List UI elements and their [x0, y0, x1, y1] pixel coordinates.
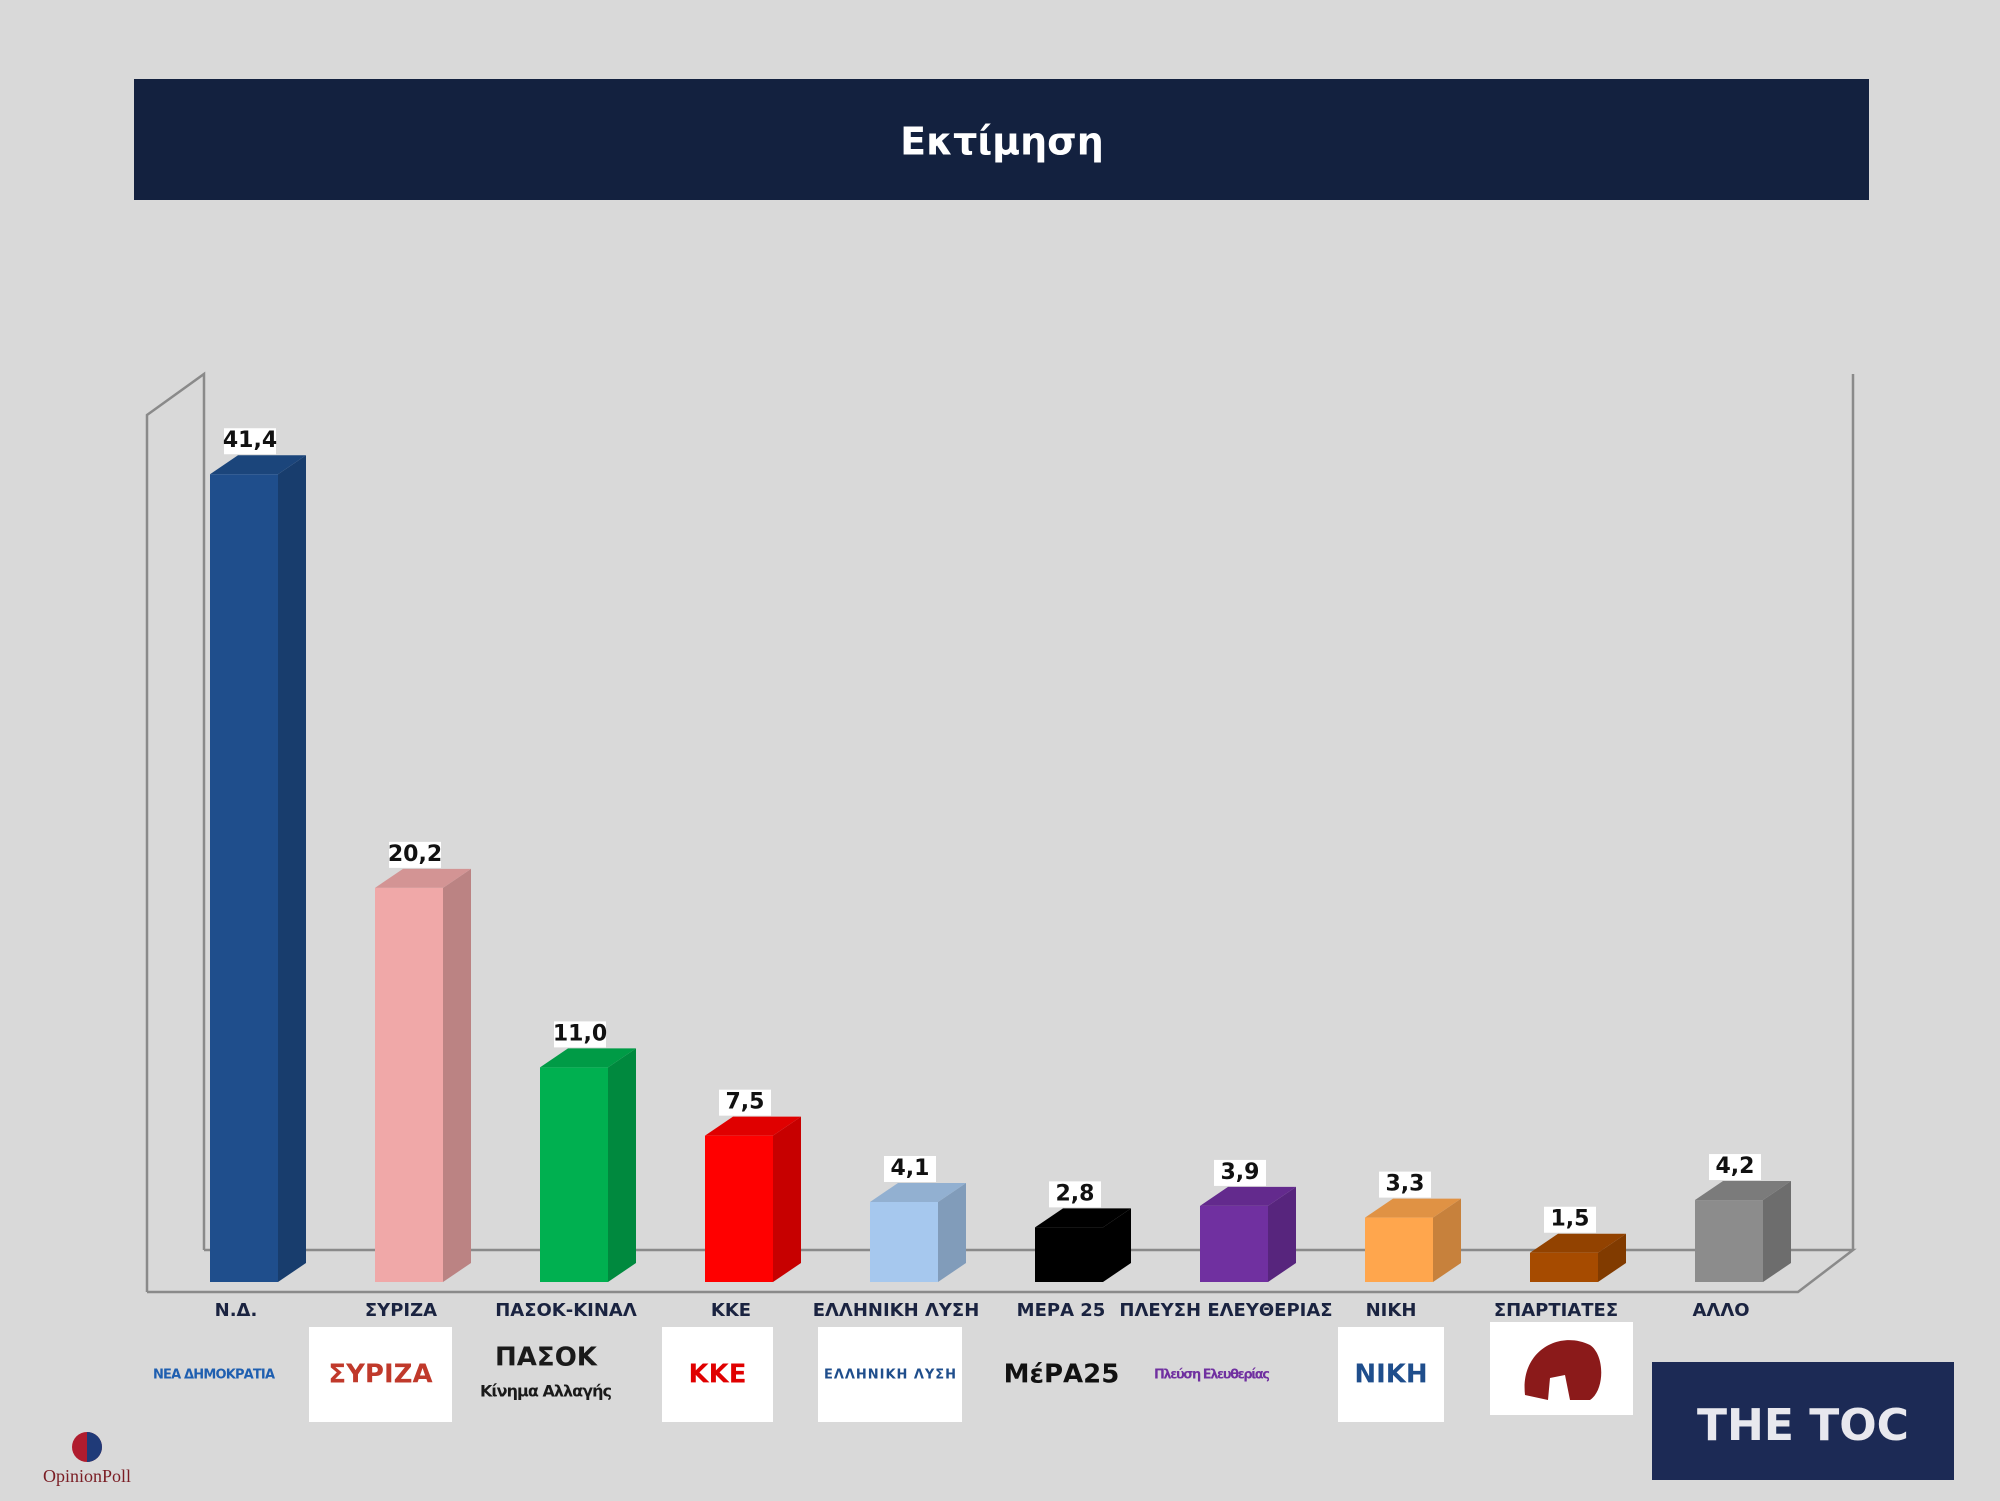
bar-top — [1695, 1181, 1791, 1201]
title-bar — [134, 79, 1869, 200]
x-tick-label: ΣΥΡΙΖΑ — [365, 1300, 437, 1321]
bar — [210, 474, 278, 1282]
value-label: 41,4 — [223, 428, 277, 453]
x-tick-label: ΠΑΣΟΚ-ΚΙΝΑΛ — [495, 1300, 637, 1321]
bar — [1695, 1200, 1763, 1282]
value-label-bg — [554, 1021, 606, 1048]
bar-top — [1200, 1186, 1296, 1206]
bar — [1365, 1217, 1433, 1282]
brand: THE TOC — [1697, 1400, 1909, 1451]
left-wall — [145, 371, 206, 1292]
bar-side — [1433, 1198, 1461, 1282]
bar — [705, 1135, 773, 1282]
bar-top — [1035, 1208, 1131, 1228]
source: OpinionPoll — [43, 1466, 131, 1486]
bar-top — [870, 1183, 966, 1203]
floor — [147, 1248, 1857, 1294]
value-label-bg — [389, 841, 441, 868]
value-label: 7,5 — [726, 1090, 765, 1115]
value-label-bg — [1544, 1206, 1596, 1233]
bar — [1200, 1205, 1268, 1282]
logo-box — [662, 1327, 773, 1422]
logo-box — [1338, 1327, 1444, 1422]
logo-text: ΕΛΛΗΝΙΚΗ ΛΥΣΗ — [824, 1368, 956, 1383]
brand-box — [1652, 1362, 1954, 1480]
bar-top — [540, 1048, 636, 1068]
value-label-bg — [1049, 1181, 1101, 1208]
x-tick-label: ΝΙΚΗ — [1366, 1300, 1417, 1321]
value-label-bg — [719, 1089, 771, 1116]
bar — [870, 1202, 938, 1282]
logo-box — [309, 1327, 452, 1422]
value-label: 3,3 — [1386, 1172, 1425, 1197]
bar-side — [608, 1048, 636, 1282]
source-icon-half — [87, 1432, 102, 1462]
x-tick-label: ΚΚΕ — [711, 1300, 751, 1321]
bar-side — [1598, 1233, 1626, 1282]
value-label: 11,0 — [553, 1021, 607, 1046]
bar-side — [1763, 1181, 1791, 1282]
bar-top — [705, 1116, 801, 1136]
bar-side — [1268, 1186, 1296, 1282]
bar-top — [1365, 1198, 1461, 1218]
x-tick-label: ΑΛΛΟ — [1692, 1300, 1749, 1321]
value-label: 4,1 — [891, 1156, 930, 1181]
logo-text: ΠΑΣΟΚ — [495, 1343, 598, 1373]
logo-box — [818, 1327, 962, 1422]
bar-side — [278, 455, 306, 1282]
x-tick-label: Ν.Δ. — [215, 1300, 258, 1321]
bar-side — [773, 1116, 801, 1282]
x-tick-label: ΜΕΡΑ 25 — [1017, 1300, 1106, 1321]
value-label: 20,2 — [388, 842, 442, 867]
logo-text: ΣΥΡΙΖΑ — [328, 1360, 432, 1390]
value-label-bg — [224, 428, 276, 455]
logo-text: ΚΚΕ — [688, 1360, 746, 1390]
plot-frame — [145, 371, 1857, 1294]
x-tick-label: ΠΛΕΥΣΗ ΕΛΕΥΘΕΡΙΑΣ — [1119, 1300, 1332, 1321]
x-tick-label: ΣΠΑΡΤΙΑΤΕΣ — [1494, 1300, 1618, 1321]
value-label: 3,9 — [1221, 1160, 1260, 1185]
value-label-bg — [1379, 1171, 1431, 1198]
bar-top — [375, 868, 471, 888]
value-label-bg — [1214, 1159, 1266, 1186]
bar-side — [1103, 1208, 1131, 1282]
value-label: 2,8 — [1056, 1181, 1095, 1206]
logo-helmet — [1524, 1340, 1602, 1400]
bar — [540, 1067, 608, 1282]
x-tick-label: ΕΛΛΗΝΙΚΗ ΛΥΣΗ — [813, 1300, 980, 1321]
logo-text: ΝΕΑ ΔΗΜΟΚΡΑΤΙΑ — [153, 1368, 275, 1383]
value-label-bg — [884, 1156, 936, 1183]
bar-side — [938, 1183, 966, 1282]
logo-text: ΜέΡΑ25 — [1004, 1360, 1120, 1390]
bar — [1530, 1252, 1598, 1282]
logo-text: Πλεύση Ελευθερίας — [1154, 1368, 1270, 1383]
chart-title: Εκτίμηση — [900, 120, 1104, 164]
logo-text: Κίνημα Αλλαγής — [480, 1382, 612, 1401]
value-label: 1,5 — [1551, 1207, 1590, 1232]
bar-side — [443, 868, 471, 1282]
bar-top — [210, 455, 306, 475]
logo-text: ΝΙΚΗ — [1354, 1360, 1427, 1390]
bar-top — [1530, 1233, 1626, 1253]
bar — [375, 887, 443, 1282]
value-label-bg — [1709, 1154, 1761, 1181]
value-label: 4,2 — [1716, 1154, 1755, 1179]
bar — [1035, 1227, 1103, 1282]
